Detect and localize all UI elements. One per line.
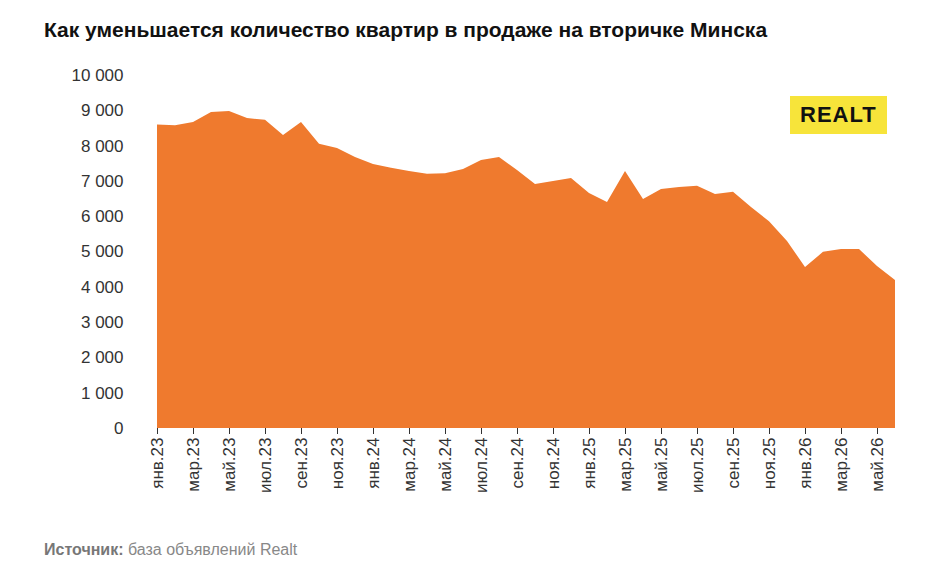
svg-text:май.25: май.25 xyxy=(652,438,671,492)
html-text:REALT: REALT xyxy=(800,102,877,127)
svg-text:мар.25: мар.25 xyxy=(616,438,635,492)
svg-text:май.23: май.23 xyxy=(220,438,239,492)
svg-text:4 000: 4 000 xyxy=(81,278,124,297)
svg-text:май.26: май.26 xyxy=(868,438,887,492)
svg-text:сен.25: сен.25 xyxy=(724,438,743,489)
svg-text:8 000: 8 000 xyxy=(81,137,124,156)
svg-text:июл.23: июл.23 xyxy=(256,438,275,493)
svg-text:9 000: 9 000 xyxy=(81,101,124,120)
svg-text:июл.24: июл.24 xyxy=(472,438,491,493)
svg-text:1 000: 1 000 xyxy=(81,384,124,403)
svg-text:мар.23: мар.23 xyxy=(184,438,203,492)
svg-text:янв.24: янв.24 xyxy=(364,438,383,489)
svg-text:2 000: 2 000 xyxy=(81,348,124,367)
svg-text:янв.25: янв.25 xyxy=(580,438,599,489)
svg-text:10 000: 10 000 xyxy=(72,66,124,85)
svg-text:5 000: 5 000 xyxy=(81,242,124,261)
svg-text:июл.25: июл.25 xyxy=(688,438,707,493)
svg-text:7 000: 7 000 xyxy=(81,172,124,191)
svg-text:ноя.25: ноя.25 xyxy=(760,438,779,490)
html-text:Как уменьшается количество ква: Как уменьшается количество квартир в про… xyxy=(44,18,768,41)
svg-text:сен.23: сен.23 xyxy=(292,438,311,489)
svg-text:сен.24: сен.24 xyxy=(508,438,527,489)
svg-text:3 000: 3 000 xyxy=(81,313,124,332)
svg-text:мар.26: мар.26 xyxy=(832,438,851,492)
svg-text:ноя.23: ноя.23 xyxy=(328,438,347,490)
svg-text:май.24: май.24 xyxy=(436,438,455,492)
svg-text:ноя.24: ноя.24 xyxy=(544,438,563,490)
svg-text:янв.26: янв.26 xyxy=(796,438,815,489)
svg-text:6 000: 6 000 xyxy=(81,207,124,226)
html-text:Источник: база объявлений Real: Источник: база объявлений Realt xyxy=(44,541,298,558)
svg-text:мар.24: мар.24 xyxy=(400,438,419,492)
svg-text:янв.23: янв.23 xyxy=(148,438,167,489)
svg-text:0: 0 xyxy=(114,419,123,438)
